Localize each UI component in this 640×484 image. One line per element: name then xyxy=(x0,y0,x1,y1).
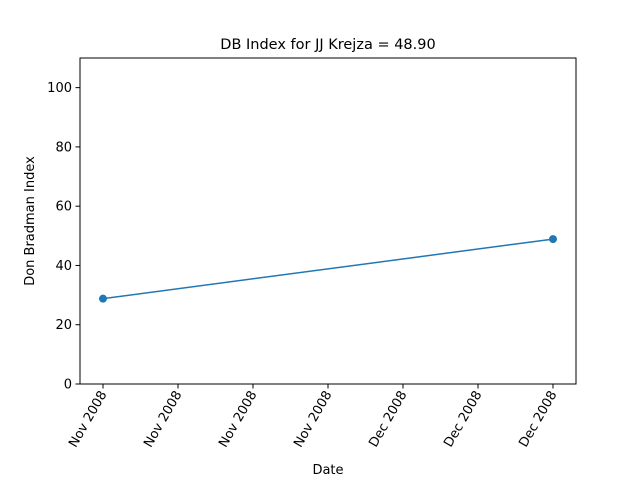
x-axis: Nov 2008 Nov 2008 Nov 2008 Nov 2008 Dec 2008… xyxy=(66,384,560,450)
y-tick-label: 20 xyxy=(55,318,72,333)
data-point xyxy=(99,294,107,303)
y-tick-label: 0 xyxy=(64,378,72,393)
data-point xyxy=(549,235,557,244)
x-axis-label: Date xyxy=(312,463,343,478)
x-tick-label: Nov 2008 xyxy=(216,389,260,451)
series-layer xyxy=(99,235,557,303)
x-tick-label: Dec 2008 xyxy=(366,389,410,451)
x-tick-label: Dec 2008 xyxy=(441,389,485,451)
x-tick-label: Dec 2008 xyxy=(516,389,560,451)
y-tick-label: 40 xyxy=(55,259,72,274)
x-tick-label: Nov 2008 xyxy=(291,389,335,451)
y-axis-label: Don Bradman Index xyxy=(23,156,38,286)
series-line xyxy=(102,238,554,300)
y-tick-label: 100 xyxy=(47,81,72,96)
y-tick-label: 80 xyxy=(55,140,72,155)
x-tick-label: Nov 2008 xyxy=(141,389,185,451)
y-axis: 0 20 40 60 80 100 xyxy=(47,81,80,393)
y-tick-label: 60 xyxy=(55,200,72,215)
chart-title: DB Index for JJ Krejza = 48.90 xyxy=(220,37,435,53)
x-tick-label: Nov 2008 xyxy=(66,389,110,451)
plot-area-frame xyxy=(79,57,577,385)
